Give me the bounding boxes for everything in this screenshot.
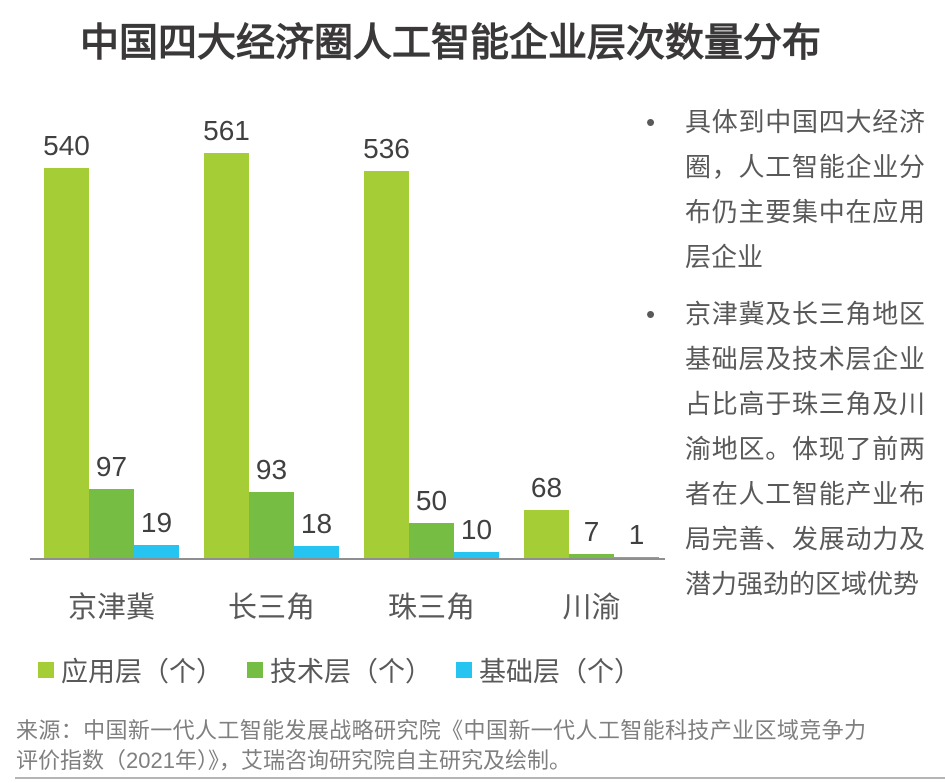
legend-item: 技术层（个） (247, 650, 432, 689)
legend-label: 基础层（个） (479, 657, 641, 687)
x-axis-label-珠三角: 珠三角 (387, 592, 475, 624)
insight-bullet-list: 具体到中国四大经济圈，人工智能企业分布仍主要集中在应用层企业京津冀及长三角地区基… (640, 100, 930, 607)
bottom-divider (15, 777, 945, 779)
bar-value-label: 18 (300, 508, 333, 539)
bar-chart: 540 97 19 561 93 18 536 50 10 68 7 1 (43, 115, 659, 559)
bar-group-珠三角: 536 50 10 (363, 133, 499, 559)
page-title: 中国四大经济圈人工智能企业层次数量分布 (80, 22, 822, 65)
bar-value-label: 540 (43, 130, 90, 161)
bar-group-长三角: 561 93 18 (203, 115, 339, 559)
bar-value-label: 68 (530, 472, 563, 503)
bar-series2-京津冀: 97 (89, 451, 134, 559)
legend-label: 技术层（个） (270, 657, 432, 687)
x-axis-label-长三角: 长三角 (227, 592, 315, 624)
x-axis-label-京津冀: 京津冀 (67, 592, 155, 624)
bar-group-川渝: 68 7 1 (524, 472, 659, 559)
bar-value-label: 536 (363, 133, 410, 164)
legend-label: 应用层（个） (61, 657, 223, 687)
chart-legend: 应用层（个） 技术层（个） 基础层（个） (38, 650, 641, 689)
bar-value-label: 97 (95, 451, 128, 482)
bar-group-京津冀: 540 97 19 (43, 130, 179, 559)
bar-series3-珠三角: 10 (454, 514, 499, 559)
bar-value-label: 50 (415, 485, 448, 516)
x-axis-labels: 京津冀 长三角 珠三角 川渝 (44, 584, 659, 626)
insight-bullet: 具体到中国四大经济圈，人工智能企业分布仍主要集中在应用层企业 (640, 100, 925, 280)
legend-item: 应用层（个） (38, 650, 223, 689)
legend-swatch-icon (247, 661, 263, 678)
bar-series1-长三角: 561 (203, 115, 250, 559)
x-axis-label-川渝: 川渝 (562, 592, 621, 624)
insight-bullet: 京津冀及长三角地区基础层及技术层企业占比高于珠三角及川渝地区。体现了前两者在人工… (640, 292, 925, 607)
bar-series2-珠三角: 50 (409, 485, 454, 559)
bar-series1-京津冀: 540 (43, 130, 90, 559)
bar-value-label: 561 (203, 115, 250, 146)
legend-swatch-icon (456, 661, 472, 678)
x-axis-line (30, 558, 665, 560)
bar-series1-珠三角: 536 (363, 133, 410, 559)
legend-item: 基础层（个） (456, 650, 641, 689)
bar-value-label: 7 (583, 516, 600, 547)
bar-value-label: 19 (140, 507, 173, 538)
source-note: 来源：中国新一代人工智能发展战略研究院《中国新一代人工智能科技产业区域竞争力评价… (16, 718, 866, 773)
bar-value-label: 93 (255, 454, 288, 485)
legend-swatch-icon (38, 661, 54, 678)
bar-series2-长三角: 93 (249, 454, 294, 559)
bar-value-label: 10 (460, 514, 493, 545)
bar-series3-长三角: 18 (294, 508, 339, 559)
bar-series2-川渝: 7 (569, 516, 614, 559)
bar-series1-川渝: 68 (524, 472, 569, 559)
bar-series3-京津冀: 19 (134, 507, 179, 559)
